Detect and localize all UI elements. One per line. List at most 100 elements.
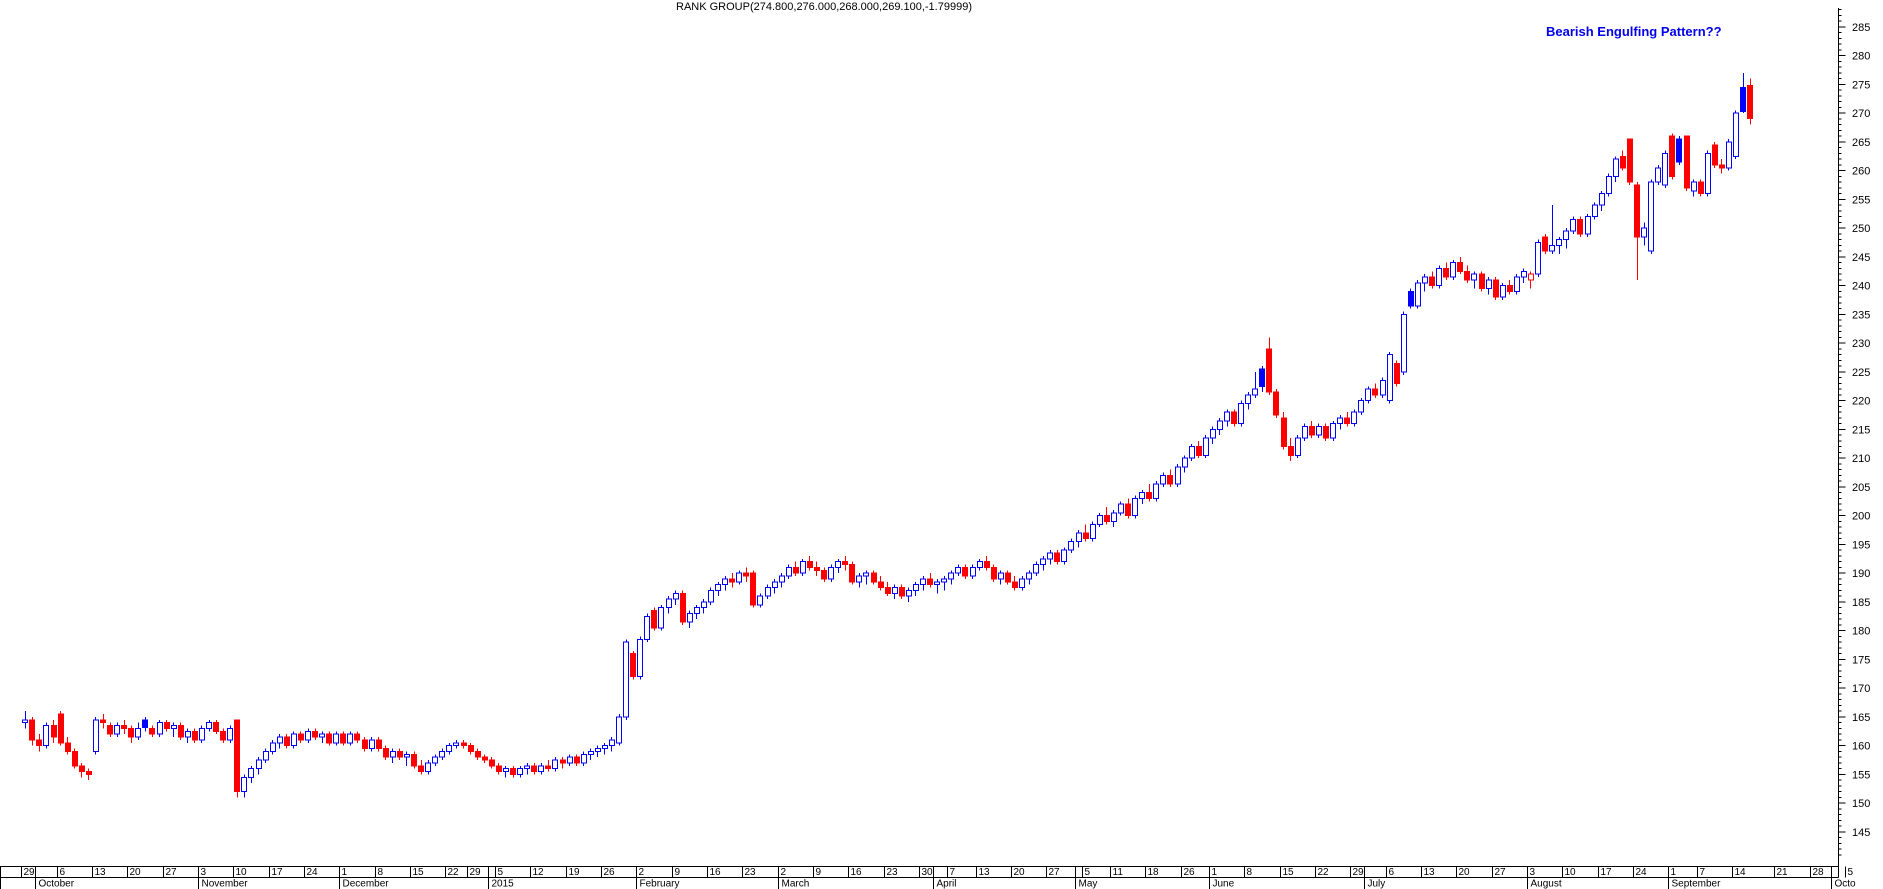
candle xyxy=(1641,222,1647,246)
candle xyxy=(567,754,573,766)
candle xyxy=(1259,366,1265,393)
candle xyxy=(927,573,933,588)
candle xyxy=(651,607,657,631)
candle xyxy=(114,722,120,738)
candle xyxy=(1323,423,1329,441)
candle xyxy=(369,737,375,752)
candle xyxy=(418,760,424,775)
svg-text:October: October xyxy=(39,879,75,889)
candle xyxy=(1026,570,1032,585)
candle xyxy=(1033,561,1039,577)
candle xyxy=(333,731,339,746)
svg-text:270: 270 xyxy=(1852,108,1870,120)
candle xyxy=(192,728,198,743)
candle xyxy=(1464,265,1470,283)
svg-text:March: March xyxy=(782,879,810,889)
candle xyxy=(842,555,848,571)
svg-text:160: 160 xyxy=(1852,741,1870,753)
candle xyxy=(1125,498,1131,519)
svg-text:24: 24 xyxy=(1636,867,1648,878)
candle xyxy=(1471,271,1477,289)
svg-text:10: 10 xyxy=(236,867,248,878)
candle xyxy=(765,584,771,600)
svg-text:17: 17 xyxy=(272,867,284,878)
candle xyxy=(319,731,325,743)
candle xyxy=(411,751,417,769)
candle xyxy=(531,762,537,775)
candle xyxy=(1394,360,1400,387)
candle xyxy=(984,555,990,571)
candle xyxy=(496,762,502,775)
candle xyxy=(920,576,926,591)
svg-text:255: 255 xyxy=(1852,194,1870,206)
svg-text:235: 235 xyxy=(1852,309,1870,321)
candle xyxy=(1273,389,1279,418)
candle xyxy=(800,558,806,577)
candle xyxy=(1231,409,1237,427)
candle xyxy=(164,719,170,732)
candle xyxy=(1203,435,1209,459)
candle xyxy=(340,731,346,746)
candle xyxy=(397,748,403,761)
svg-text:1: 1 xyxy=(1212,867,1218,878)
candle xyxy=(362,737,368,752)
svg-text:27: 27 xyxy=(1495,867,1507,878)
candle xyxy=(135,722,141,740)
svg-text:230: 230 xyxy=(1852,338,1870,350)
candle xyxy=(1712,141,1718,168)
candle xyxy=(234,719,240,798)
candle xyxy=(383,745,389,761)
candle xyxy=(157,719,163,738)
candle xyxy=(885,581,891,597)
svg-text:June: June xyxy=(1213,879,1235,889)
candle xyxy=(1542,233,1548,255)
candle xyxy=(93,716,99,755)
candle xyxy=(142,716,148,732)
candle xyxy=(1210,426,1216,444)
candle xyxy=(779,573,785,588)
svg-text:3: 3 xyxy=(201,867,207,878)
candle xyxy=(312,728,318,740)
svg-text:13: 13 xyxy=(95,867,107,878)
candle xyxy=(941,576,947,591)
candle xyxy=(1655,164,1661,186)
svg-text:8: 8 xyxy=(378,867,384,878)
candle xyxy=(849,561,855,585)
candle xyxy=(1457,256,1463,275)
svg-text:205: 205 xyxy=(1852,482,1870,494)
candle xyxy=(1344,412,1350,427)
candle xyxy=(461,739,467,749)
svg-text:215: 215 xyxy=(1852,424,1870,436)
svg-text:275: 275 xyxy=(1852,79,1870,91)
candle xyxy=(1309,420,1315,439)
candle xyxy=(1019,576,1025,591)
candle xyxy=(743,567,749,582)
candle xyxy=(1302,423,1308,441)
svg-text:5: 5 xyxy=(498,867,504,878)
candle xyxy=(1684,135,1690,191)
candle xyxy=(213,719,219,735)
candle xyxy=(1436,265,1442,289)
candle xyxy=(1295,435,1301,459)
candle xyxy=(1627,138,1633,186)
svg-text:240: 240 xyxy=(1852,281,1870,293)
candle xyxy=(171,722,177,738)
candle xyxy=(100,714,106,729)
candle xyxy=(1556,236,1562,255)
candle xyxy=(1351,409,1357,427)
svg-text:April: April xyxy=(937,879,957,889)
svg-text:19: 19 xyxy=(569,867,581,878)
candle xyxy=(828,564,834,582)
candle xyxy=(1224,409,1230,427)
candle xyxy=(1429,271,1435,289)
candle xyxy=(446,742,452,755)
svg-text:145: 145 xyxy=(1852,827,1870,839)
candle xyxy=(1167,469,1173,487)
svg-text:210: 210 xyxy=(1852,453,1870,465)
svg-text:Octo: Octo xyxy=(1835,879,1857,889)
candle xyxy=(1577,216,1583,237)
candle xyxy=(1288,438,1294,462)
candle xyxy=(1613,156,1619,183)
svg-text:26: 26 xyxy=(1184,867,1196,878)
svg-text:5: 5 xyxy=(1848,867,1854,878)
